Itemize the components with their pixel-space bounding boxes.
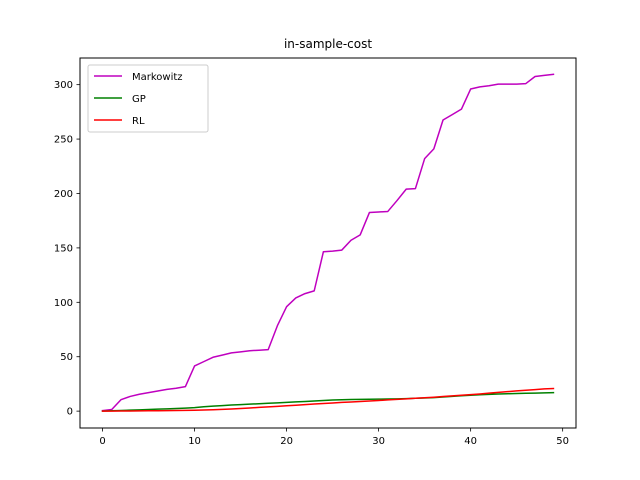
x-tick-label: 50 bbox=[556, 436, 569, 447]
chart-title: in-sample-cost bbox=[284, 37, 372, 51]
x-tick-label: 40 bbox=[464, 436, 477, 447]
legend-box bbox=[87, 64, 209, 133]
y-tick-label: 250 bbox=[54, 135, 73, 146]
x-tick-label: 20 bbox=[280, 436, 293, 447]
y-tick-label: 100 bbox=[54, 298, 73, 309]
y-tick-label: 200 bbox=[54, 189, 73, 200]
y-axis: 0 50 100 150 200 250 300 bbox=[54, 80, 80, 418]
x-tick-label: 10 bbox=[188, 436, 201, 447]
legend-label-rl: RL bbox=[132, 116, 145, 127]
series-line-rl bbox=[101, 387, 555, 412]
x-tick-label: 30 bbox=[372, 436, 385, 447]
x-axis: 0 10 20 30 40 50 bbox=[99, 428, 569, 447]
series-layer bbox=[101, 73, 555, 412]
series-line-markowitz bbox=[101, 73, 555, 412]
x-tick-label: 0 bbox=[99, 436, 105, 447]
legend: Markowitz GP RL bbox=[87, 64, 209, 133]
y-tick-label: 0 bbox=[67, 407, 73, 418]
y-tick-label: 50 bbox=[60, 352, 73, 363]
legend-label-markowitz: Markowitz bbox=[132, 72, 183, 83]
legend-label-gp: GP bbox=[132, 94, 146, 105]
y-tick-label: 150 bbox=[54, 243, 73, 254]
plot-area-frame bbox=[79, 57, 577, 429]
y-tick-label: 300 bbox=[54, 80, 73, 91]
